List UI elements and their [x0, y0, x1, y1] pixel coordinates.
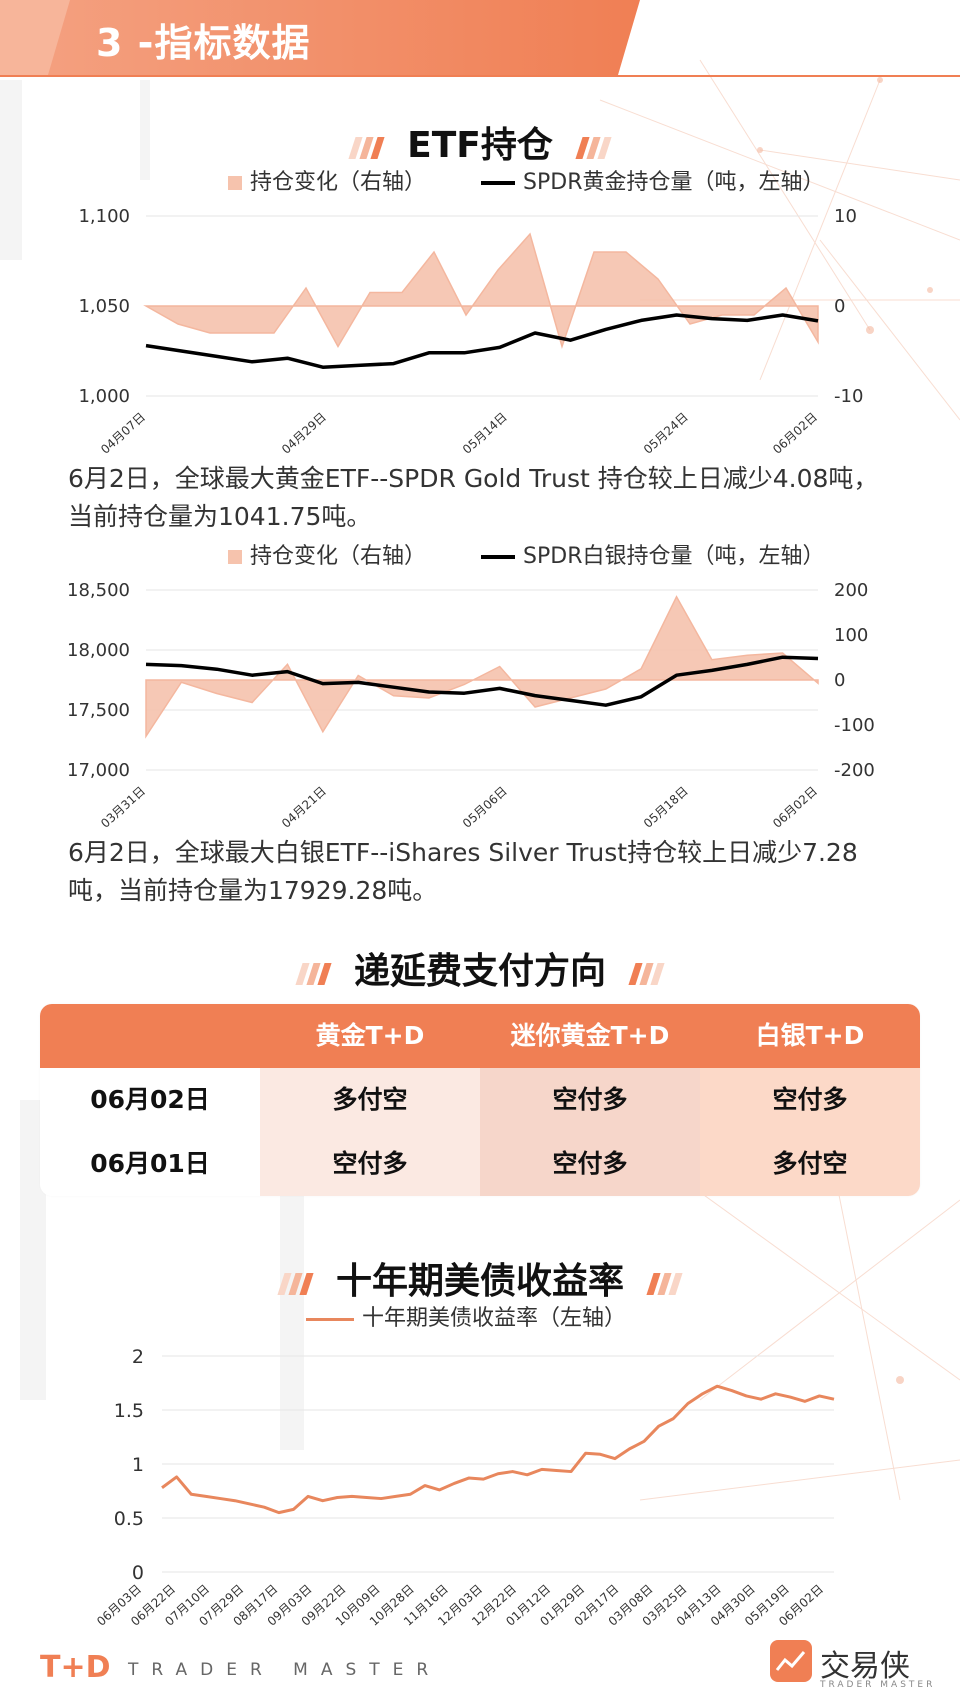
silver-chart-legend: 持仓变化（右轴） SPDR白银持仓量（吨，左轴）: [228, 538, 872, 570]
holdings-line: [145, 313, 819, 369]
table-cell: 空付多: [332, 1149, 408, 1178]
yield-line: [161, 1384, 835, 1515]
treasury-chart-legend: 十年期美债收益率（左轴）: [306, 1300, 674, 1332]
legend-label: 持仓变化（右轴）: [250, 170, 427, 195]
x-tick-label: 04月21日: [279, 784, 329, 831]
table-header-cell: 黄金T+D: [315, 1021, 425, 1050]
holdings-line: [145, 655, 819, 707]
y-left-tick-label: 17,500: [67, 700, 130, 721]
y-right-tick-label: -200: [834, 760, 875, 781]
y-left-tick-label: 1,050: [78, 296, 130, 317]
legend-label: SPDR白银持仓量（吨，左轴）: [523, 544, 825, 569]
table-cell: 空付多: [552, 1149, 628, 1178]
y-left-tick-label: 1,000: [78, 386, 130, 407]
y-right-tick-label: 200: [834, 580, 868, 601]
brand-name-english: TRADER MASTER: [820, 1680, 936, 1690]
y-left-tick-label: 17,000: [67, 760, 130, 781]
table-header-cell: 迷你黄金T+D: [510, 1021, 670, 1050]
rollover-section-title: 递延费支付方向: [0, 942, 960, 994]
legend-label: 持仓变化（右轴）: [250, 544, 427, 569]
x-tick-label: 05月06日: [460, 784, 510, 831]
y-left-tick-label: 0.5: [114, 1508, 144, 1530]
y-left-tick-label: 18,000: [67, 640, 130, 661]
title-stripes-left-icon: [295, 953, 332, 994]
etf-section-title: ETF持仓: [0, 116, 960, 168]
gold-etf-chart: 1,000 1,050 1,100 -10 0 10 04月07日 04月29日 05月14日 0…: [78, 206, 863, 457]
legend-item-line: SPDR黄金持仓量（吨，左轴）: [481, 164, 824, 196]
y-right-tick-label: 0: [834, 670, 845, 691]
treasury-section-title: 十年期美债收益率: [0, 1252, 960, 1304]
legend-item-line: SPDR白银持仓量（吨，左轴）: [481, 538, 824, 570]
brand-logo-icon: [770, 1640, 812, 1682]
area-swatch-icon: [228, 550, 242, 564]
x-tick-label: 05月24日: [641, 410, 691, 457]
legend-item-area: 持仓变化（右轴）: [228, 538, 426, 570]
silver-etf-note: 6月2日，全球最大白银ETF--iShares Silver Trust持仓较上…: [68, 838, 858, 905]
table-header-cell: 白银T+D: [755, 1021, 865, 1050]
y-right-tick-label: 0: [834, 296, 845, 317]
footer-tagline: TRADER MASTER: [128, 1660, 442, 1680]
table-cell: 空付多: [772, 1085, 848, 1114]
table-header-row: 黄金T+D 迷你黄金T+D 白银T+D: [40, 1004, 920, 1068]
title-stripes-left-icon: [277, 1263, 314, 1304]
legend-label: SPDR黄金持仓量（吨，左轴）: [523, 170, 825, 195]
rollover-table: 黄金T+D 迷你黄金T+D 白银T+D 06月02日 06月01日 多付空 空付…: [40, 1004, 920, 1196]
title-stripes-right-icon: [575, 127, 612, 168]
legend-item-area: 持仓变化（右轴）: [228, 164, 426, 196]
y-right-tick-label: 100: [834, 625, 868, 646]
header-title: 3 -指标数据: [96, 21, 311, 65]
x-tick-label: 05月14日: [460, 410, 510, 457]
gold-chart-legend: 持仓变化（右轴） SPDR黄金持仓量（吨，左轴）: [228, 164, 872, 196]
footer-td-logo: T+D: [40, 1650, 111, 1685]
line-swatch-icon: [481, 181, 516, 185]
line-swatch-icon: [306, 1317, 354, 1321]
table-cell: 多付空: [772, 1149, 848, 1178]
x-tick-label: 03月31日: [98, 784, 148, 831]
y-left-tick-label: 1: [132, 1454, 144, 1476]
holding-change-area: [143, 232, 819, 350]
treasury-title-text: 十年期美债收益率: [335, 1261, 624, 1302]
etf-title-text: ETF持仓: [407, 125, 553, 166]
table-column-gold: 多付空 空付多: [260, 1068, 480, 1196]
title-stripes-right-icon: [646, 1263, 683, 1304]
y-left-tick-label: 1,100: [78, 206, 130, 227]
treasury-yield-chart: 00.511.5206月03日06月22日07月10日07月29日08月17日0…: [94, 1346, 835, 1629]
y-right-tick-label: 10: [834, 206, 857, 227]
y-left-tick-label: 0: [132, 1562, 144, 1584]
table-date-cell: 06月01日: [90, 1149, 210, 1178]
title-stripes-left-icon: [348, 127, 385, 168]
table-column-mini-gold: 空付多 空付多: [480, 1068, 700, 1196]
table-column-dates: 06月02日 06月01日: [40, 1068, 260, 1196]
table-date-cell: 06月02日: [90, 1085, 210, 1114]
legend-label: 十年期美债收益率（左轴）: [362, 1306, 627, 1331]
x-tick-label: 04月07日: [98, 410, 148, 457]
y-left-tick-label: 1.5: [114, 1400, 144, 1422]
y-left-tick-label: 2: [132, 1346, 144, 1368]
y-left-tick-label: 18,500: [67, 580, 130, 601]
x-tick-label: 06月02日: [770, 784, 820, 831]
y-right-tick-label: -10: [834, 386, 863, 407]
brand-name: 交易侠: [820, 1649, 910, 1684]
legend-item-line: 十年期美债收益率（左轴）: [306, 1300, 626, 1332]
x-tick-label: 05月18日: [641, 784, 691, 831]
header-banner: 3 -指标数据: [0, 0, 960, 78]
holding-change-area: [145, 595, 819, 739]
table-column-silver: 空付多 多付空: [700, 1068, 920, 1196]
table-cell: 空付多: [552, 1085, 628, 1114]
area-swatch-icon: [228, 176, 242, 190]
silver-etf-chart: 17,000 17,500 18,000 18,500 -200 -100 0 100 200 0…: [67, 580, 875, 831]
table-cell: 多付空: [332, 1085, 408, 1114]
rollover-title-text: 递延费支付方向: [353, 951, 606, 992]
header-banner-shape: [0, 0, 960, 77]
table-header-cell: [40, 1004, 260, 1068]
gold-etf-note: 6月2日，全球最大黄金ETF--SPDR Gold Trust 持仓较上日减少4…: [68, 464, 879, 531]
y-right-tick-label: -100: [834, 715, 875, 736]
line-swatch-icon: [481, 555, 516, 559]
title-stripes-right-icon: [628, 953, 665, 994]
x-tick-label: 06月02日: [770, 410, 820, 457]
x-tick-label: 04月29日: [279, 410, 329, 457]
